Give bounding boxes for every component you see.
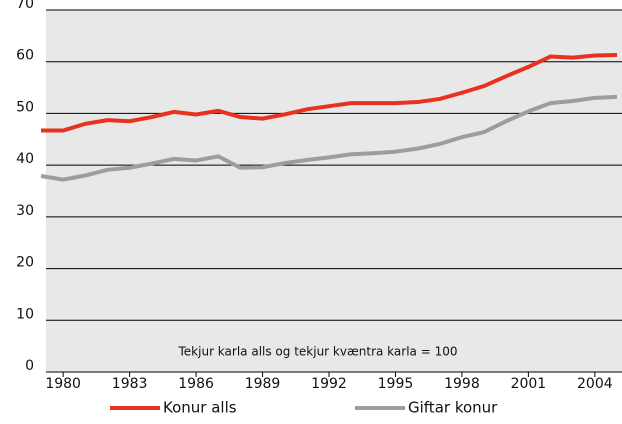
annotation: Tekjur karla alls og tekjur kvæntra karl… bbox=[178, 345, 458, 359]
plot-area bbox=[46, 10, 622, 372]
y-tick-label: 10 bbox=[16, 306, 34, 322]
x-tick-label: 1998 bbox=[444, 376, 480, 392]
legend-label: Konur alls bbox=[163, 399, 237, 417]
x-tick-label: 1989 bbox=[245, 376, 281, 392]
legend-label: Giftar konur bbox=[408, 399, 498, 417]
y-tick-label: 40 bbox=[16, 151, 34, 167]
x-tick-label: 1980 bbox=[45, 376, 81, 392]
y-tick-label: 60 bbox=[16, 48, 34, 64]
y-tick-label: 20 bbox=[16, 255, 34, 271]
x-tick-label: 1986 bbox=[178, 376, 214, 392]
x-tick-label: 2001 bbox=[511, 376, 547, 392]
line bbox=[41, 52, 618, 133]
y-tick-label: 70 bbox=[16, 0, 34, 12]
y-tick-label: 50 bbox=[16, 99, 34, 115]
line bbox=[40, 94, 618, 182]
x-tick-label: 1983 bbox=[112, 376, 148, 392]
y-tick-label: 30 bbox=[16, 203, 34, 219]
x-tick-label: 1995 bbox=[378, 376, 414, 392]
x-tick-label: 2004 bbox=[577, 376, 613, 392]
y-tick-label: 0 bbox=[25, 358, 34, 374]
x-tick-label: 1992 bbox=[311, 376, 347, 392]
